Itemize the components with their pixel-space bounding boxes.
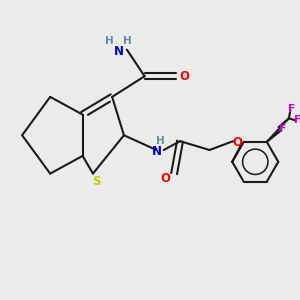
Text: H: H — [157, 136, 165, 146]
Text: O: O — [232, 136, 243, 149]
Text: S: S — [92, 176, 100, 188]
Text: F: F — [279, 124, 286, 134]
Text: F: F — [288, 104, 296, 114]
Text: H: H — [105, 36, 114, 46]
Text: F: F — [294, 115, 300, 125]
Text: H: H — [122, 36, 131, 46]
Text: N: N — [114, 45, 124, 58]
Text: O: O — [179, 70, 189, 83]
Text: N: N — [152, 145, 161, 158]
Text: O: O — [160, 172, 170, 184]
